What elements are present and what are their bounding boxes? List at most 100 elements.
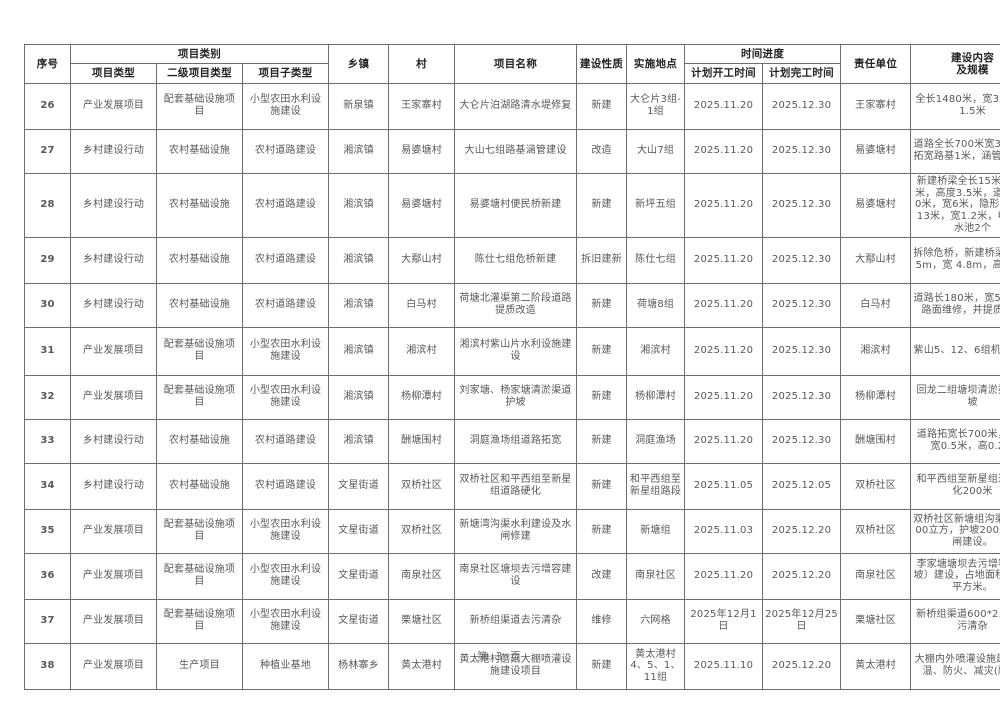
- cell-project-name: 南泉社区塘坝去污增容建设: [454, 552, 578, 600]
- cell-town: 湘滨镇: [328, 236, 390, 284]
- cell-planned-finish: 2025.12.30: [762, 418, 842, 464]
- cell-planned-finish: 2025.12.30: [762, 128, 842, 174]
- header-construction-nature: 建设性质: [576, 44, 628, 84]
- table-row: 28 乡村建设行动 农村基础设施 农村道路建设 湘滨镇 易婆塘村 易婆塘村便民桥新建 新建 新坪…: [24, 172, 1000, 238]
- cell-responsible-unit: 南泉社区: [840, 552, 912, 600]
- cell-implementation-place: 六网格: [626, 598, 686, 644]
- cell-second-level-type: 农村基础设施: [156, 236, 243, 284]
- cell-project-subtype: 农村道路建设: [241, 172, 330, 238]
- cell-second-level-type: 配套基础设施项目: [156, 508, 243, 554]
- cell-project-name: 双桥社区和平西组至新星组道路硬化: [454, 462, 578, 510]
- cell-planned-start: 2025.11.20: [684, 552, 764, 600]
- cell-village: 王家寨村: [388, 82, 456, 130]
- cell-content-scale: 新桥组渠道600*2.5米去污清杂: [910, 598, 1000, 644]
- cell-responsible-unit: 杨柳潭村: [840, 374, 912, 420]
- cell-responsible-unit: 易婆塘村: [840, 172, 912, 238]
- cell-seq: 31: [24, 326, 71, 376]
- table-row: 31 产业发展项目 配套基础设施项目 小型农田水利设施建设 湘滨镇 湘滨村 湘滨村紫山片水利…: [24, 326, 1000, 376]
- table-row: 30 乡村建设行动 农村基础设施 农村道路建设 湘滨镇 白马村 荷塘北灌渠第二阶段道路提质改…: [24, 282, 1000, 328]
- cell-project-subtype: 农村道路建设: [241, 128, 330, 174]
- cell-construction-nature: 新建: [576, 326, 628, 376]
- cell-planned-start: 2025.11.20: [684, 236, 764, 284]
- cell-implementation-place: 新塘组: [626, 508, 686, 554]
- cell-seq: 35: [24, 508, 71, 554]
- cell-seq: 38: [24, 642, 71, 690]
- cell-responsible-unit: 湘滨村: [840, 326, 912, 376]
- cell-planned-finish: 2025.12.30: [762, 282, 842, 328]
- cell-second-level-type: 农村基础设施: [156, 418, 243, 464]
- cell-project-subtype: 种植业基地: [241, 642, 330, 690]
- cell-project-type: 产业发展项目: [70, 642, 157, 690]
- table-row: 35 产业发展项目 配套基础设施项目 小型农田水利设施建设 文星街道 双桥社区 新塘湾沟渠水…: [24, 508, 1000, 554]
- cell-planned-finish: 2025.12.30: [762, 82, 842, 130]
- cell-responsible-unit: 双桥社区: [840, 508, 912, 554]
- cell-seq: 30: [24, 282, 71, 328]
- cell-planned-finish: 2025.12.30: [762, 236, 842, 284]
- cell-planned-start: 2025.11.20: [684, 128, 764, 174]
- cell-implementation-place: 湘滨村: [626, 326, 686, 376]
- cell-project-name: 刘家塘、杨家塘清淤渠道护坡: [454, 374, 578, 420]
- cell-implementation-place: 大山7组: [626, 128, 686, 174]
- cell-seq: 28: [24, 172, 71, 238]
- cell-village: 湘滨村: [388, 326, 456, 376]
- header-planned-start: 计划开工时间: [684, 63, 764, 84]
- cell-project-name: 湘滨村紫山片水利设施建设: [454, 326, 578, 376]
- cell-project-type: 乡村建设行动: [70, 172, 157, 238]
- cell-planned-finish: 2025年12月25日: [762, 598, 842, 644]
- cell-project-subtype: 小型农田水利设施建设: [241, 552, 330, 600]
- cell-construction-nature: 新建: [576, 418, 628, 464]
- cell-implementation-place: 黄太港村4、5、1、11组: [626, 642, 686, 690]
- cell-project-subtype: 小型农田水利设施建设: [241, 82, 330, 130]
- cell-construction-nature: 新建: [576, 82, 628, 130]
- header-content-scale-line2: 及规模: [956, 63, 989, 76]
- cell-planned-start: 2025.11.05: [684, 462, 764, 510]
- header-row-bottom: 项目类型 二级项目类型 项目子类型 计划开工时间 计划完工时间: [25, 63, 1000, 84]
- cell-project-name: 陈仕七组危桥新建: [454, 236, 578, 284]
- cell-project-name: 大仑片泊湖路清水堤修复: [454, 82, 578, 130]
- cell-project-type: 产业发展项目: [70, 552, 157, 600]
- cell-town: 湘滨镇: [328, 282, 390, 328]
- cell-village: 易婆塘村: [388, 128, 456, 174]
- cell-town: 文星街道: [328, 598, 390, 644]
- cell-town: 湘滨镇: [328, 326, 390, 376]
- cell-planned-start: 2025.11.03: [684, 508, 764, 554]
- cell-responsible-unit: 白马村: [840, 282, 912, 328]
- cell-town: 湘滨镇: [328, 172, 390, 238]
- cell-town: 杨林寨乡: [328, 642, 390, 690]
- cell-planned-start: 2025.11.20: [684, 282, 764, 328]
- cell-second-level-type: 农村基础设施: [156, 282, 243, 328]
- cell-project-type: 产业发展项目: [70, 82, 157, 130]
- cell-project-name: 大山七组路基涵管建设: [454, 128, 578, 174]
- cell-planned-finish: 2025.12.20: [762, 642, 842, 690]
- cell-village: 杨柳潭村: [388, 374, 456, 420]
- cell-project-name: 荷塘北灌渠第二阶段道路提质改造: [454, 282, 578, 328]
- cell-village: 黄太港村: [388, 642, 456, 690]
- cell-project-name: 易婆塘村便民桥新建: [454, 172, 578, 238]
- cell-responsible-unit: 双桥社区: [840, 462, 912, 510]
- cell-planned-start: 2025.11.20: [684, 418, 764, 464]
- header-project-type: 项目类型: [70, 63, 157, 84]
- table-row: 32 产业发展项目 配套基础设施项目 小型农田水利设施建设 湘滨镇 杨柳潭村 刘家塘、杨家塘…: [24, 374, 1000, 420]
- cell-project-subtype: 小型农田水利设施建设: [241, 374, 330, 420]
- cell-implementation-place: 陈仕七组: [626, 236, 686, 284]
- cell-seq: 29: [24, 236, 71, 284]
- cell-project-subtype: 小型农田水利设施建设: [241, 508, 330, 554]
- cell-town: 湘滨镇: [328, 128, 390, 174]
- cell-project-subtype: 农村道路建设: [241, 236, 330, 284]
- cell-planned-start: 2025.11.20: [684, 326, 764, 376]
- table-row: 33 乡村建设行动 农村基础设施 农村道路建设 湘滨镇 酬塘围村 洞庭渔场组道路拓宽 新建 洞庭…: [24, 418, 1000, 464]
- cell-seq: 34: [24, 462, 71, 510]
- cell-planned-finish: 2025.12.30: [762, 326, 842, 376]
- cell-responsible-unit: 王家寨村: [840, 82, 912, 130]
- cell-construction-nature: 拆旧建新: [576, 236, 628, 284]
- cell-planned-start: 2025.11.20: [684, 172, 764, 238]
- cell-responsible-unit: 易婆塘村: [840, 128, 912, 174]
- cell-town: 新泉镇: [328, 82, 390, 130]
- header-category-group: 项目类别: [69, 43, 330, 65]
- cell-seq: 26: [24, 82, 71, 130]
- cell-planned-finish: 2025.12.05: [762, 462, 842, 510]
- cell-construction-nature: 新建: [576, 282, 628, 328]
- cell-village: 双桥社区: [388, 508, 456, 554]
- cell-implementation-place: 荷塘8组: [626, 282, 686, 328]
